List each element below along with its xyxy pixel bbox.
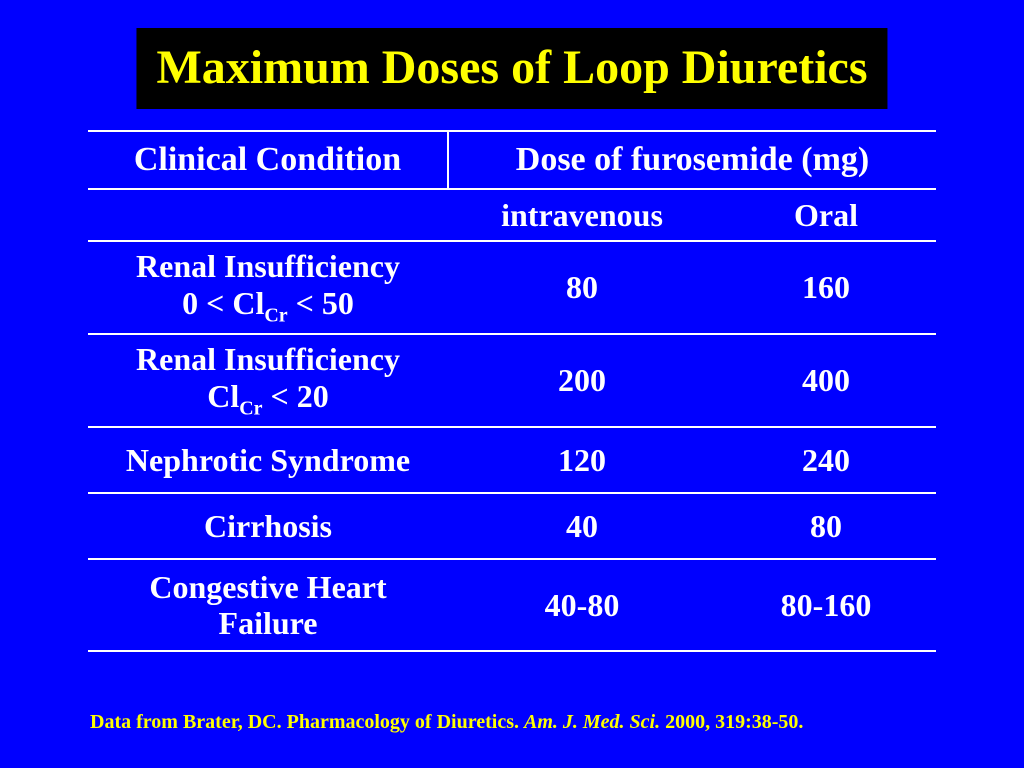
iv-cell: 120 [448, 427, 716, 493]
table-row: Renal Insufficiency0 < ClCr < 5080160 [88, 241, 936, 334]
table-row: Congestive HeartFailure40-8080-160 [88, 559, 936, 650]
slide-title: Maximum Doses of Loop Diuretics [136, 28, 887, 109]
citation-prefix: Data from Brater, DC. Pharmacology of Di… [90, 711, 524, 733]
condition-cell: Renal Insufficiency0 < ClCr < 50 [88, 241, 448, 334]
slide: Maximum Doses of Loop Diuretics Clinical… [0, 0, 1024, 768]
subheader-empty [88, 189, 448, 241]
oral-cell: 80 [716, 493, 936, 559]
oral-cell: 80-160 [716, 559, 936, 650]
table-row: Cirrhosis4080 [88, 493, 936, 559]
oral-cell: 400 [716, 334, 936, 427]
condition-cell: Renal InsufficiencyClCr < 20 [88, 334, 448, 427]
oral-cell: 160 [716, 241, 936, 334]
citation-journal: Am. J. Med. Sci. [524, 711, 660, 733]
condition-cell: Congestive HeartFailure [88, 559, 448, 650]
subheader-iv: intravenous [448, 189, 716, 241]
iv-cell: 80 [448, 241, 716, 334]
table-row: Nephrotic Syndrome120240 [88, 427, 936, 493]
header-clinical-condition: Clinical Condition [88, 132, 448, 189]
table-row: Renal InsufficiencyClCr < 20200400 [88, 334, 936, 427]
iv-cell: 200 [448, 334, 716, 427]
condition-cell: Cirrhosis [88, 493, 448, 559]
citation-suffix: 2000, 319:38-50. [660, 711, 803, 733]
table: Clinical ConditionDose of furosemide (mg… [88, 132, 936, 650]
oral-cell: 240 [716, 427, 936, 493]
condition-cell: Nephrotic Syndrome [88, 427, 448, 493]
dose-table: Clinical ConditionDose of furosemide (mg… [88, 130, 936, 652]
subheader-oral: Oral [716, 189, 936, 241]
citation: Data from Brater, DC. Pharmacology of Di… [90, 711, 803, 734]
header-dose: Dose of furosemide (mg) [448, 132, 936, 189]
iv-cell: 40-80 [448, 559, 716, 650]
iv-cell: 40 [448, 493, 716, 559]
